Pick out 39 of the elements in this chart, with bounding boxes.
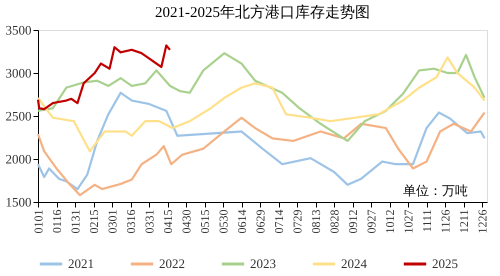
legend-label: 2023 [250,256,276,271]
x-tick-label: 0415 [161,210,176,234]
x-tick-label: 1226 [476,210,490,234]
legend-label: 2021 [68,256,94,271]
y-tick-label: 3500 [6,22,32,38]
x-tick-label: 0629 [254,210,268,234]
x-tick-label: 0828 [328,210,342,234]
annotation: 单位：万吨 [403,183,468,198]
x-tick-label: 0530 [216,210,231,234]
legend-label: 2024 [341,256,368,271]
x-tick-label: 1027 [402,210,416,234]
y-tick-label: 3000 [6,66,32,80]
x-tick-label: 1111 [420,210,434,232]
x-tick-label: 0515 [198,210,212,234]
x-tick-label: 0430 [180,210,194,234]
y-tick-label: 2500 [6,108,32,124]
x-tick-label: 0331 [142,210,157,234]
x-tick-label: 0614 [235,210,250,234]
x-tick-label: 0101 [32,210,46,234]
x-tick-label: 0813 [309,210,324,234]
x-tick-label: 0912 [346,210,360,234]
x-tick-label: 0714 [272,210,286,234]
x-tick-label: 1126 [438,210,453,234]
legend-label: 2025 [432,256,458,271]
x-tick-label: 1012 [383,210,398,234]
x-tick-label: 0116 [50,210,64,234]
x-tick-label: 0215 [87,210,102,234]
line-series [36,44,172,110]
y-tick-label: 2000 [6,152,32,166]
y-tick-label: 1500 [6,194,32,210]
x-tick-label: 0729 [290,210,305,234]
legend-label: 2022 [159,256,185,271]
x-tick-label: 0131 [68,210,83,234]
x-tick-label: 0301 [106,210,120,234]
x-tick-label: 0927 [364,210,379,234]
line-series [36,111,486,196]
x-tick-label: 0316 [124,210,138,234]
chart-title: 2021-2025年北方港口库存走势图 [155,4,370,21]
x-tick-label: 1211 [457,210,472,234]
